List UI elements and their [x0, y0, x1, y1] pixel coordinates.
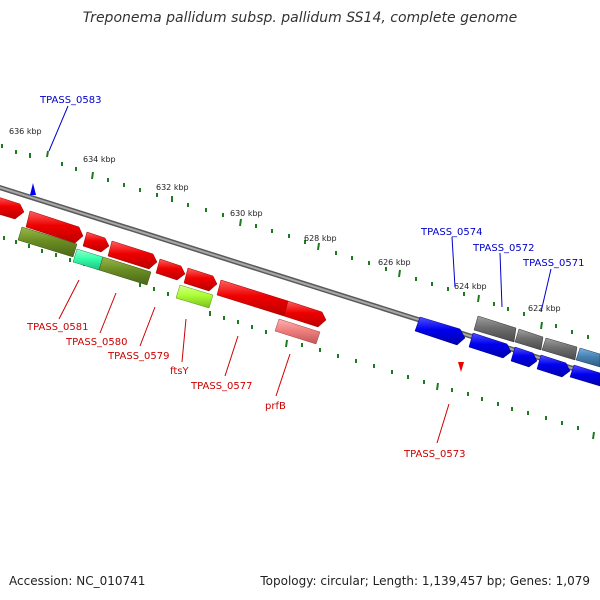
label-leader-line: [540, 268, 552, 313]
scale-label: 636 kbp: [9, 127, 42, 136]
upper-gene-row: [0, 196, 600, 368]
gene-label[interactable]: TPASS_0581: [26, 322, 88, 333]
scale-label: 626 kbp: [378, 258, 411, 267]
gene-block[interactable]: [98, 256, 152, 286]
gene-block[interactable]: [510, 346, 538, 368]
reverse-strand-marker-icon: [458, 362, 464, 372]
gene-block[interactable]: [0, 196, 25, 220]
label-leader-line: [181, 318, 187, 363]
gene-block[interactable]: [25, 210, 84, 244]
gene-block[interactable]: [216, 279, 293, 317]
gene-label[interactable]: TPASS_0573: [403, 449, 465, 460]
gene-block[interactable]: [107, 240, 158, 270]
gene-label[interactable]: TPASS_0577: [190, 381, 252, 392]
label-leader-line: [275, 353, 291, 397]
gene-label[interactable]: ftsY: [170, 366, 189, 377]
label-leader-line: [451, 236, 456, 288]
scale-label: 624 kbp: [454, 282, 487, 291]
gene-label[interactable]: TPASS_0580: [65, 337, 127, 348]
gene-block[interactable]: [468, 332, 512, 359]
gene-label[interactable]: TPASS_0579: [107, 351, 169, 362]
forward-strand-marker-icon: [30, 183, 36, 195]
scale-label: 632 kbp: [156, 183, 189, 192]
map-title: Treponema pallidum subsp. pallidum SS14,…: [83, 10, 518, 26]
gene-block[interactable]: [183, 267, 218, 292]
gene-block[interactable]: [473, 315, 517, 343]
label-leader-line: [224, 335, 239, 377]
gene-block[interactable]: [569, 364, 600, 387]
gene-label[interactable]: TPASS_0571: [522, 258, 584, 269]
genome-backbone: [0, 184, 600, 380]
gene-block[interactable]: [283, 300, 327, 328]
gene-block[interactable]: [274, 318, 321, 345]
gene-block[interactable]: [72, 248, 104, 271]
label-leader-line: [499, 252, 503, 308]
gene-label[interactable]: TPASS_0583: [39, 95, 101, 106]
label-leader-line: [139, 306, 156, 347]
scale-label: 628 kbp: [304, 234, 337, 243]
label-leader-line: [58, 279, 80, 320]
label-leader-line: [48, 105, 69, 152]
accession-text: Accession: NC_010741: [9, 574, 145, 588]
gene-block[interactable]: [414, 316, 466, 346]
scale-labels: 636 kbp 634 kbp 632 kbp 630 kbp 628 kbp …: [9, 127, 561, 313]
genome-summary-text: Topology: circular; Length: 1,139,457 bp…: [259, 574, 590, 588]
gene-block[interactable]: [536, 354, 571, 378]
gene-label[interactable]: TPASS_0572: [472, 243, 534, 254]
outer-scale-ticks: [1, 144, 589, 339]
gene-block[interactable]: [17, 226, 78, 258]
gene-label[interactable]: prfB: [265, 401, 286, 412]
gene-block[interactable]: [575, 347, 600, 368]
gene-block[interactable]: [541, 337, 578, 361]
lower-gene-row: [17, 226, 600, 387]
scale-label: 622 kbp: [528, 304, 561, 313]
gene-block[interactable]: [175, 284, 214, 309]
forward-gene-labels: TPASS_0583 TPASS_0574 TPASS_0572 TPASS_0…: [39, 95, 584, 313]
gene-block[interactable]: [82, 231, 110, 253]
label-leader-line: [99, 292, 117, 334]
gene-block[interactable]: [155, 258, 186, 281]
scale-label: 634 kbp: [83, 155, 116, 164]
gene-label[interactable]: TPASS_0574: [420, 227, 482, 238]
reverse-gene-labels: TPASS_0581 TPASS_0580 TPASS_0579 ftsY TP…: [26, 279, 465, 460]
scale-label: 630 kbp: [230, 209, 263, 218]
gene-block[interactable]: [514, 328, 544, 351]
label-leader-line: [436, 403, 450, 444]
